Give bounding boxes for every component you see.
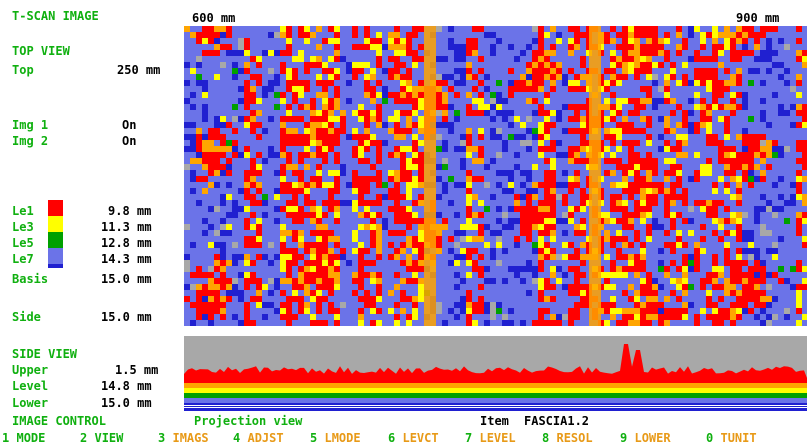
level-label: Level xyxy=(12,379,49,393)
menu-item-lower[interactable]: 9 LOWER xyxy=(620,431,671,445)
menu-item-view[interactable]: 2 VIEW xyxy=(80,431,124,445)
legend-value-le5: 12.8 mm xyxy=(101,236,152,250)
image-control-label: IMAGE CONTROL xyxy=(12,414,106,428)
upper-value: 1.5 mm xyxy=(115,363,159,377)
top-label: Top xyxy=(12,63,34,77)
item-label: Item xyxy=(480,414,509,428)
legend-swatch-le7 xyxy=(48,248,63,264)
side-value: 15.0 mm xyxy=(101,310,152,324)
lower-value: 15.0 mm xyxy=(101,396,152,410)
legend-label-le3: Le3 xyxy=(12,220,34,234)
side-profile-graph xyxy=(184,344,807,411)
img1-value[interactable]: On xyxy=(122,118,137,132)
legend-label-le1: Le1 xyxy=(12,204,34,218)
img2-value[interactable]: On xyxy=(122,134,137,148)
legend-swatch-le3 xyxy=(48,216,63,232)
legend-swatch-le1 xyxy=(48,200,63,216)
img1-label[interactable]: Img 1 xyxy=(12,118,49,132)
menu-item-adjst[interactable]: 4 ADJST xyxy=(233,431,284,445)
legend-label-le7: Le7 xyxy=(12,252,34,266)
legend-value-basis: 15.0 mm xyxy=(101,272,152,286)
menu-item-mode[interactable]: 1 MODE xyxy=(2,431,46,445)
top-value: 250 mm xyxy=(117,63,161,77)
menu-item-lmode[interactable]: 5 LMODE xyxy=(310,431,361,445)
legend-swatch-basis xyxy=(48,264,63,268)
scale-right-label: 900 mm xyxy=(736,11,780,25)
top-view-scan-image[interactable] xyxy=(184,26,807,326)
menu-item-resol[interactable]: 8 RESOL xyxy=(542,431,593,445)
upper-label: Upper xyxy=(12,363,49,377)
scale-left-label: 600 mm xyxy=(192,11,236,25)
legend-value-le1: 9.8 mm xyxy=(108,204,152,218)
legend-swatch-le5 xyxy=(48,232,63,248)
menu-item-imags[interactable]: 3 IMAGS xyxy=(158,431,209,445)
window-title: T-SCAN IMAGE xyxy=(12,9,99,23)
side-view-heading: SIDE VIEW xyxy=(12,347,78,361)
level-value: 14.8 mm xyxy=(101,379,152,393)
side-label: Side xyxy=(12,310,41,324)
menu-item-tunit[interactable]: 0 TUNIT xyxy=(706,431,757,445)
menu-item-levct[interactable]: 6 LEVCT xyxy=(388,431,439,445)
top-view-heading: TOP VIEW xyxy=(12,44,70,58)
img2-label[interactable]: Img 2 xyxy=(12,134,49,148)
view-mode-label: Projection view xyxy=(194,414,303,428)
menu-item-level[interactable]: 7 LEVEL xyxy=(465,431,516,445)
legend-value-le7: 14.3 mm xyxy=(101,252,152,266)
legend-label-le5: Le5 xyxy=(12,236,34,250)
scan-pixel-map xyxy=(184,26,807,326)
item-value: FASCIA1.2 xyxy=(524,414,590,428)
legend-label-basis: Basis xyxy=(12,272,49,286)
side-view-image[interactable] xyxy=(184,336,807,411)
legend-value-le3: 11.3 mm xyxy=(101,220,152,234)
lower-label: Lower xyxy=(12,396,49,410)
